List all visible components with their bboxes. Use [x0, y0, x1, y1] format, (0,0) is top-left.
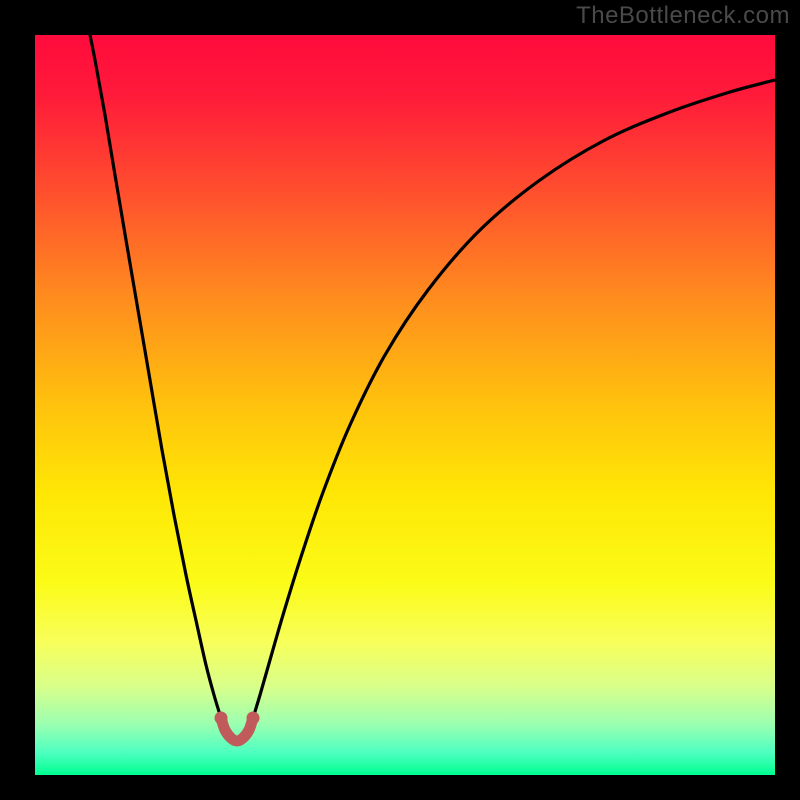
bottleneck-curve-chart — [0, 0, 800, 800]
watermark-text: TheBottleneck.com — [576, 2, 790, 30]
optimal-zone-left-endpoint — [215, 712, 228, 725]
optimal-zone-right-endpoint — [247, 712, 260, 725]
chart-container: TheBottleneck.com — [0, 0, 800, 800]
plot-background — [35, 35, 775, 775]
